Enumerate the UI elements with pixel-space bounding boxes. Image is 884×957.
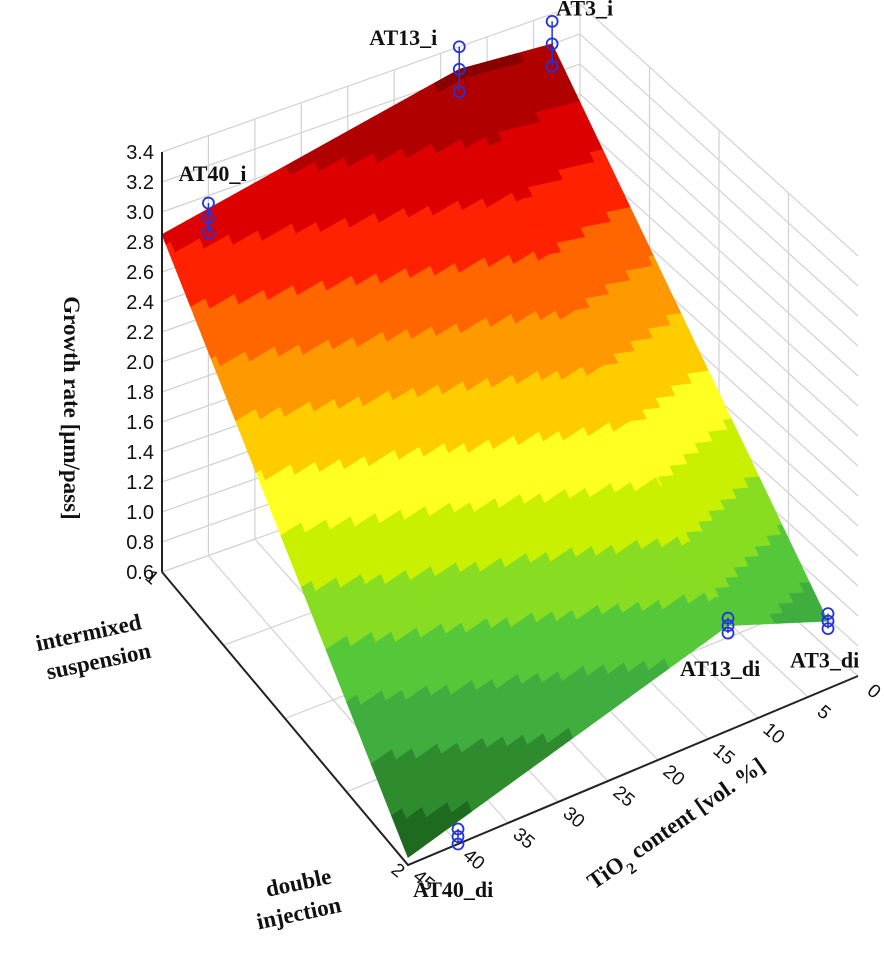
surface <box>161 43 829 858</box>
